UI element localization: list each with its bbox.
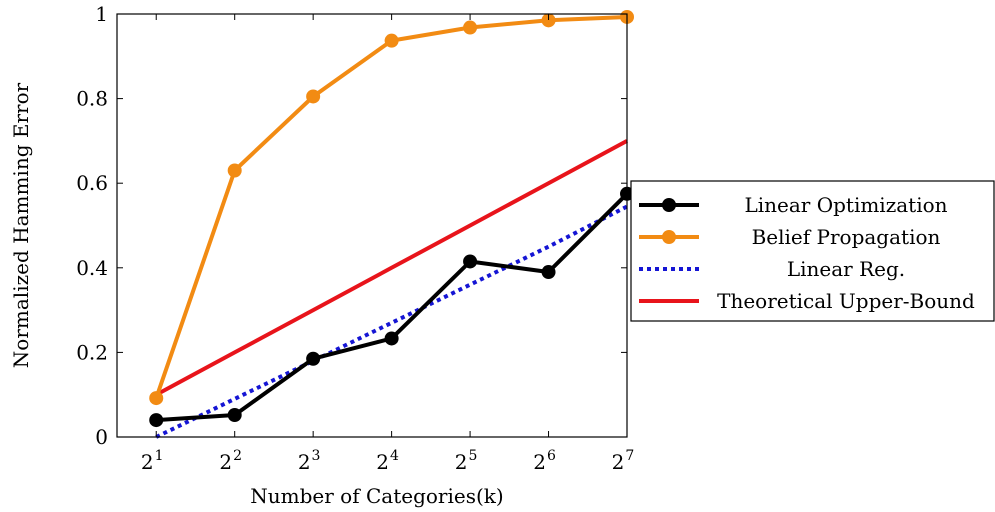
axes-layer: 0 0.2 0.4 0.6 0.8 1 21 22 23 24 25 26 27: [76, 2, 634, 474]
x-tick-label: 24: [376, 448, 399, 474]
legend-label: Linear Optimization: [744, 193, 947, 217]
y-tick-label: 0.8: [76, 87, 108, 111]
legend: Linear Optimization Belief Propagation Lin…: [630, 180, 995, 322]
data-point-belief-propagation: [306, 89, 321, 104]
data-point-belief-propagation: [227, 163, 242, 178]
series-line-linear-reg: [155, 204, 628, 439]
data-point-belief-propagation: [541, 13, 556, 28]
y-tick-label: 0.2: [76, 340, 108, 364]
y-tick-label: 0.4: [76, 256, 108, 280]
x-tick-label: 26: [533, 448, 556, 474]
data-point-linear-optimization: [149, 413, 164, 428]
x-tick-label: 25: [455, 448, 478, 474]
data-point-linear-optimization: [541, 265, 556, 280]
legend-label: Belief Propagation: [752, 225, 941, 249]
x-tick-label: 22: [219, 448, 242, 474]
legend-label: Theoretical Upper-Bound: [717, 289, 975, 313]
x-tick-label: 23: [298, 448, 321, 474]
data-point-belief-propagation: [463, 20, 478, 35]
data-point-linear-optimization: [384, 331, 399, 346]
data-point-belief-propagation: [384, 33, 399, 48]
legend-label: Linear Reg.: [787, 257, 905, 281]
series-layer: [149, 9, 634, 439]
x-tick-label: 27: [612, 448, 635, 474]
plot-frame: [116, 13, 628, 438]
data-point-belief-propagation: [149, 391, 164, 406]
data-point-linear-optimization: [306, 351, 321, 366]
y-tick-label: 0: [95, 425, 108, 449]
x-axis-label: Number of Categories(k): [250, 484, 503, 508]
y-tick-label: 1: [95, 2, 108, 26]
data-point-linear-optimization: [227, 408, 242, 423]
series-line-theoretical-upper-bound: [155, 139, 628, 397]
legend-swatch-marker: [662, 198, 676, 212]
x-tick-label: 21: [141, 448, 164, 474]
series-line-linear-optimization: [156, 192, 629, 423]
y-tick-label: 0.6: [76, 171, 108, 195]
data-point-linear-optimization: [463, 254, 478, 269]
y-axis-label: Normalized Hamming Error: [9, 82, 33, 368]
legend-swatch-marker: [662, 230, 676, 244]
